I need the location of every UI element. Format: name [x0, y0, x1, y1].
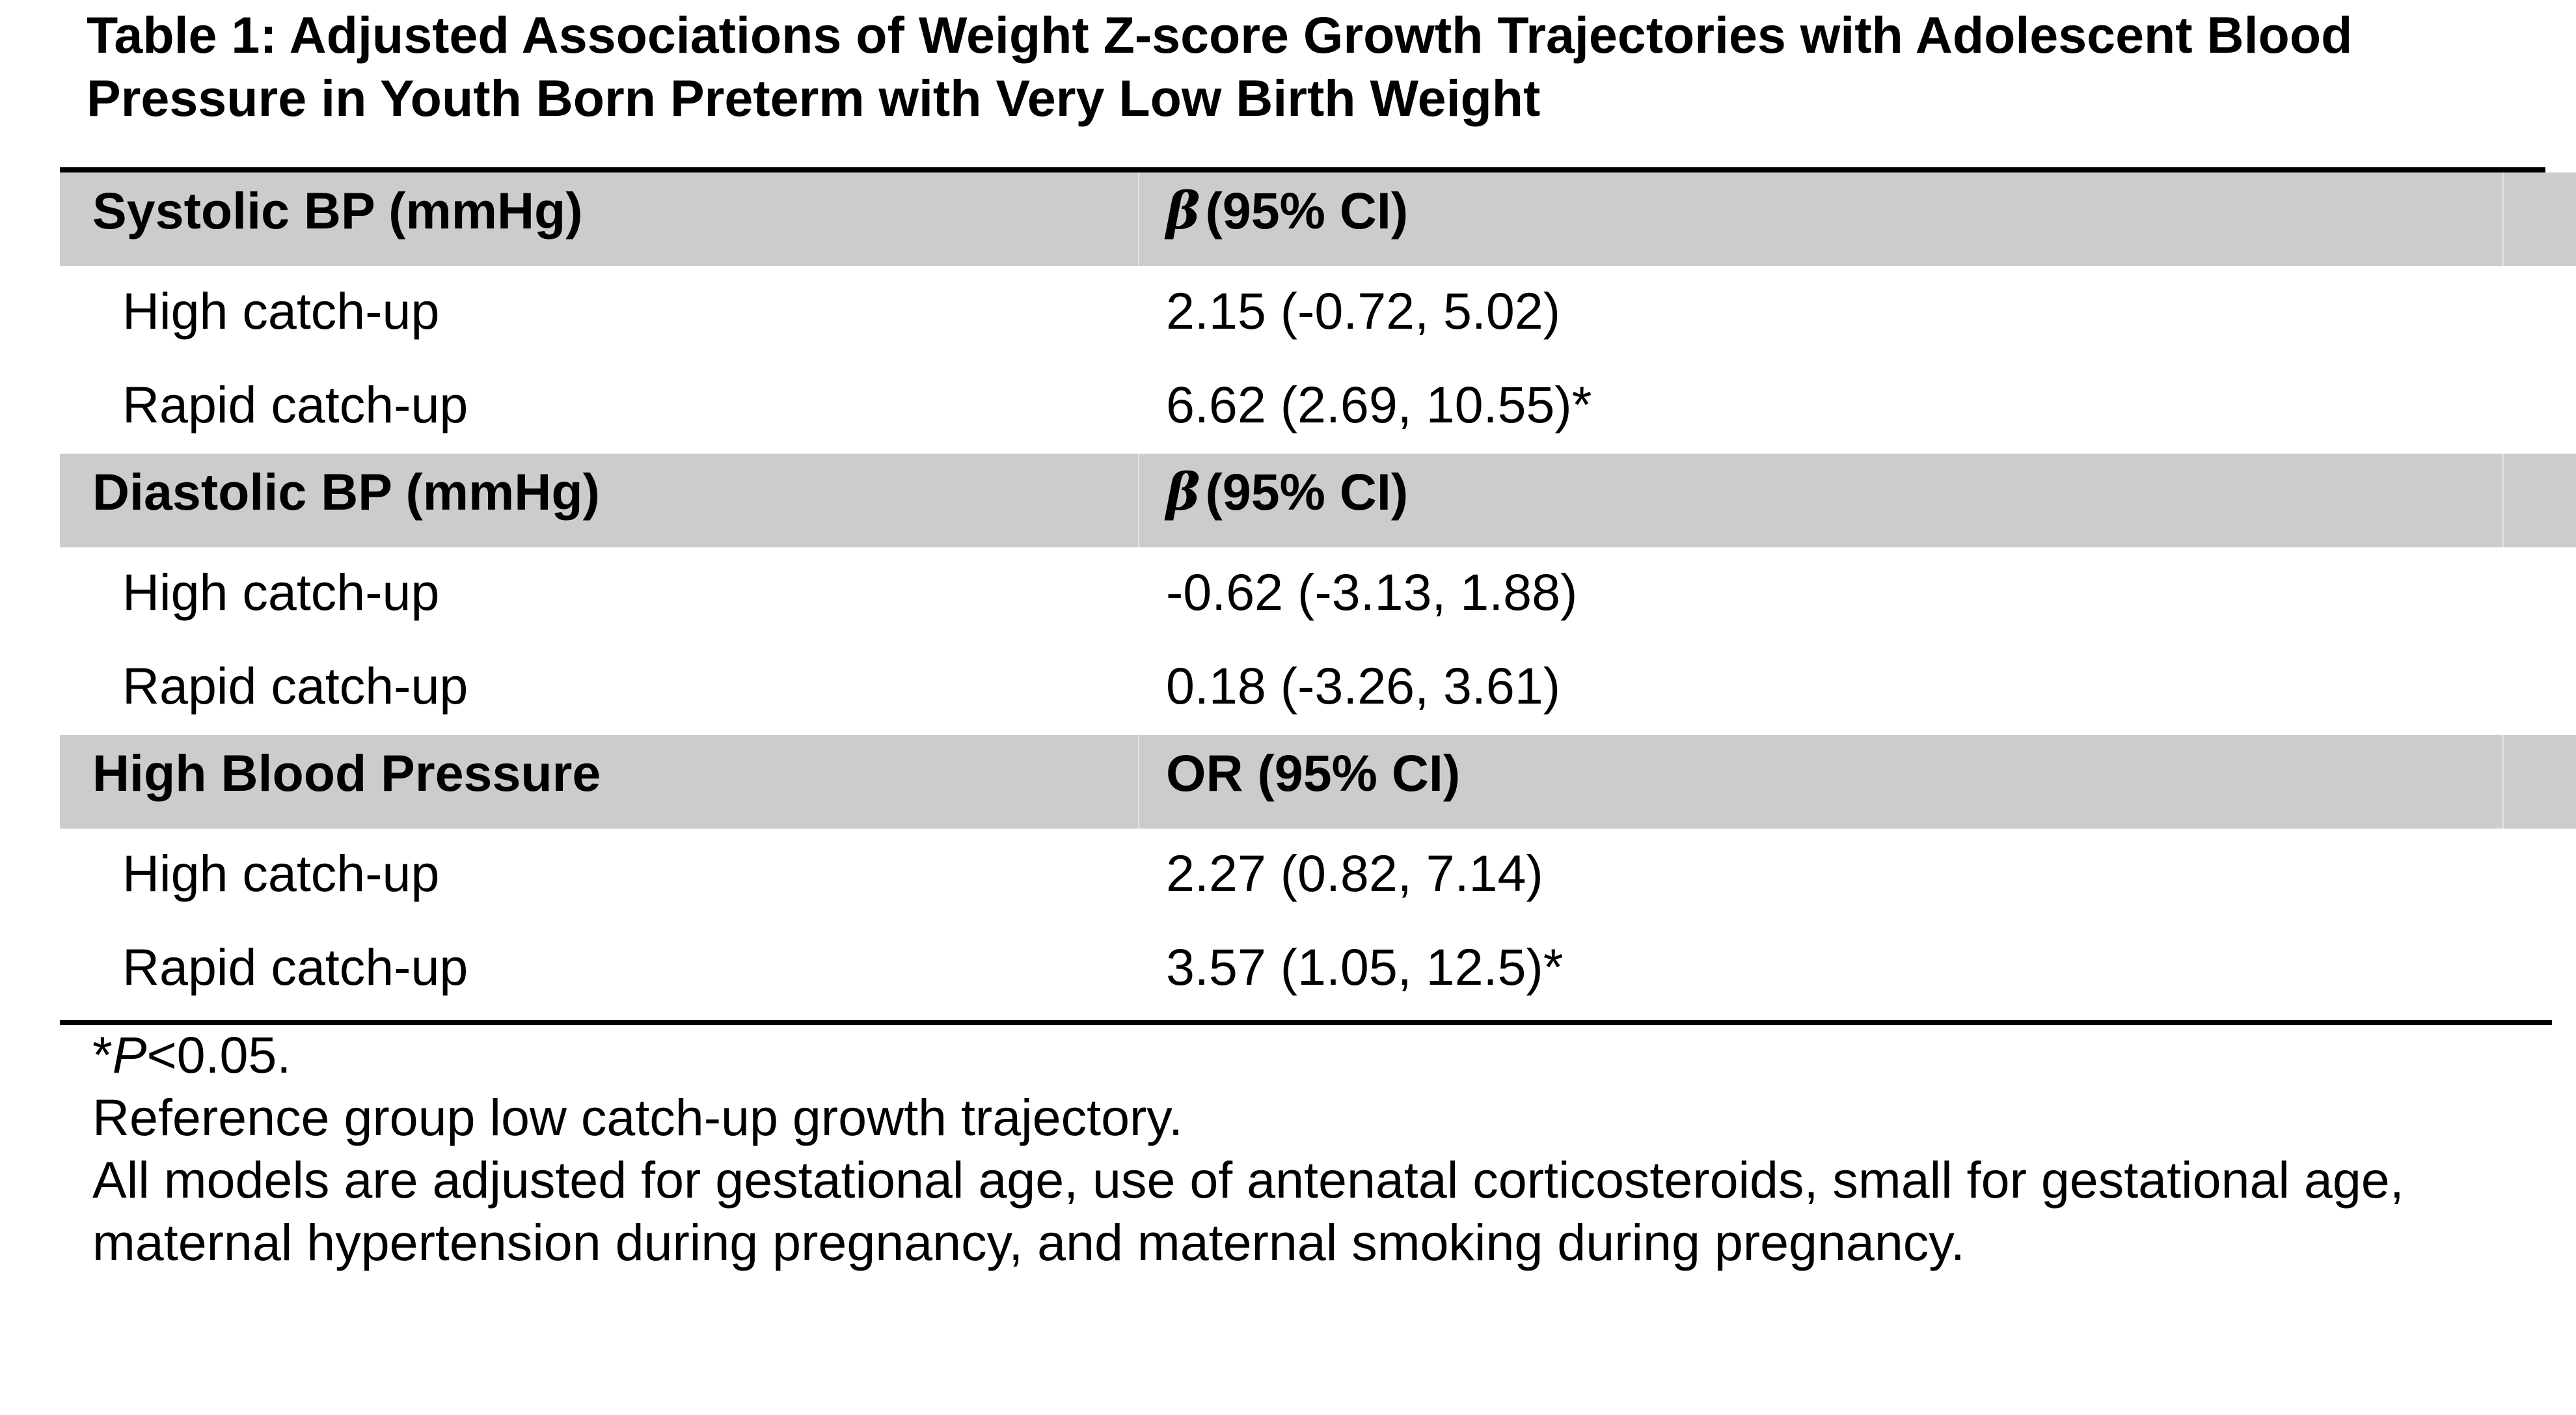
beta-symbol: β [1166, 461, 1200, 522]
row-label: High catch-up [122, 563, 440, 621]
section-header-high-bp: High Blood Pressure OR (95% CI) [60, 735, 2576, 829]
row-label: Rapid catch-up [122, 938, 468, 996]
column-divider [1138, 454, 1139, 547]
section-header-systolic: Systolic BP (mmHg) β (95% CI) [60, 172, 2576, 266]
section-label: High Blood Pressure [92, 744, 601, 802]
stat-label: (95% CI) [1205, 182, 1409, 240]
footnote-significance: *P<0.05. [92, 1024, 2539, 1086]
section-label: Systolic BP (mmHg) [92, 182, 583, 240]
section-header-diastolic: Diastolic BP (mmHg) β (95% CI) [60, 454, 2576, 547]
row-value: -0.62 (-3.13, 1.88) [1166, 563, 1578, 621]
table-bottom-rule [60, 1020, 2552, 1025]
table-row: Rapid catch-up 6.62 (2.69, 10.55)* [60, 360, 2576, 454]
row-label: High catch-up [122, 844, 440, 902]
table-title: Table 1: Adjusted Associations of Weight… [87, 6, 2353, 127]
footnote-asterisk: * [92, 1026, 113, 1084]
row-value: 2.15 (-0.72, 5.02) [1166, 282, 1561, 340]
table-row: High catch-up -0.62 (-3.13, 1.88) [60, 547, 2576, 641]
table-row: Rapid catch-up 0.18 (-3.26, 3.61) [60, 641, 2576, 735]
stat-header: OR (95% CI) [1166, 744, 1461, 802]
footnote-p: P [112, 1026, 147, 1084]
stat-label: (95% CI) [1205, 463, 1409, 521]
table-footnotes: *P<0.05. Reference group low catch-up gr… [92, 1024, 2539, 1274]
row-label: Rapid catch-up [122, 376, 468, 433]
table-top-rule [60, 167, 2545, 172]
table-row: Rapid catch-up 3.57 (1.05, 12.5)* [60, 922, 2576, 1016]
column-divider [2502, 735, 2504, 829]
stat-header: β (95% CI) [1166, 182, 1408, 240]
table-row: High catch-up 2.15 (-0.72, 5.02) [60, 266, 2576, 360]
footnote-reference: Reference group low catch-up growth traj… [92, 1088, 1183, 1146]
row-label: High catch-up [122, 282, 440, 340]
column-divider [2502, 172, 2504, 266]
column-divider [1138, 172, 1139, 266]
row-label: Rapid catch-up [122, 657, 468, 715]
row-value: 3.57 (1.05, 12.5)* [1166, 938, 1564, 996]
row-value: 6.62 (2.69, 10.55)* [1166, 376, 1592, 433]
footnote-adjustment: All models are adjusted for gestational … [92, 1151, 2404, 1271]
row-value: 0.18 (-3.26, 3.61) [1166, 657, 1561, 715]
column-divider [2502, 454, 2504, 547]
stat-header: β (95% CI) [1166, 463, 1408, 521]
beta-symbol: β [1166, 180, 1200, 241]
column-divider [1138, 735, 1139, 829]
row-value: 2.27 (0.82, 7.14) [1166, 844, 1543, 902]
table-row: High catch-up 2.27 (0.82, 7.14) [60, 829, 2576, 922]
section-label: Diastolic BP (mmHg) [92, 463, 600, 521]
footnote-threshold: <0.05. [146, 1026, 291, 1084]
